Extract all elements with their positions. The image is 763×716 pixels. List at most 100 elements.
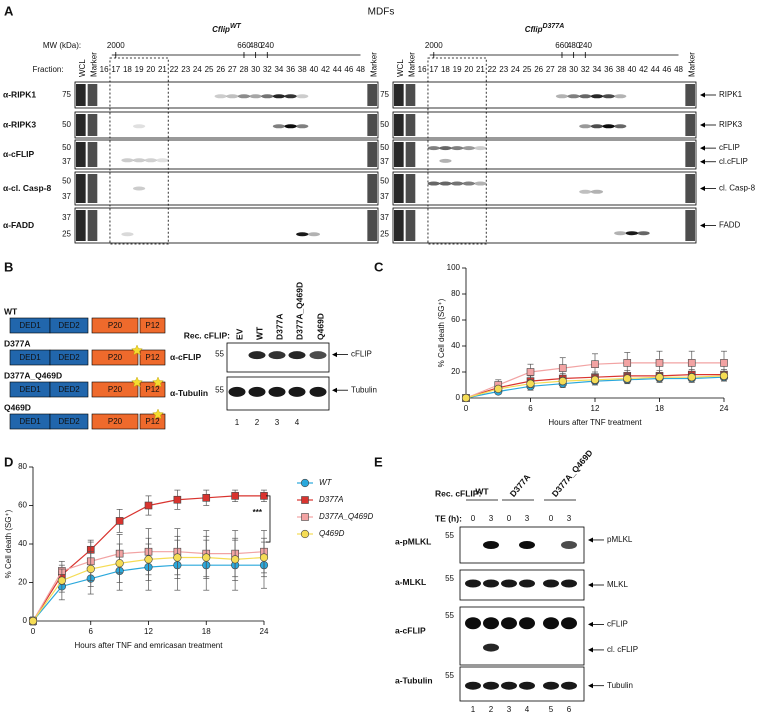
band <box>132 158 146 163</box>
fraction: 23 <box>499 65 508 74</box>
mutation-star <box>131 376 143 388</box>
panel-label: C <box>374 259 384 274</box>
point <box>144 501 153 510</box>
band <box>427 181 440 186</box>
marker-lane <box>76 174 86 203</box>
domain-label: P12 <box>145 385 160 394</box>
band <box>561 617 577 630</box>
band <box>132 124 146 129</box>
point <box>526 368 535 376</box>
mutation-star <box>152 408 164 420</box>
domain <box>139 349 166 366</box>
marker-lane <box>685 210 695 241</box>
fraction: 44 <box>651 65 660 74</box>
band <box>309 386 327 397</box>
band <box>567 94 580 99</box>
domain <box>139 317 166 334</box>
band <box>121 158 134 163</box>
domain <box>139 413 166 430</box>
lane-number: 2 <box>489 705 494 714</box>
lane-number: 1 <box>235 418 240 427</box>
fraction: 16 <box>418 65 427 74</box>
marker-lane <box>76 114 86 136</box>
mw-marker: 2000 <box>425 41 443 50</box>
marker-lane <box>685 174 695 203</box>
lane-label: EV <box>234 328 244 340</box>
lane-label: Marker <box>369 52 378 77</box>
x-tick-label: 18 <box>655 404 664 413</box>
annotation: *** <box>253 508 263 517</box>
domain <box>49 381 89 398</box>
domain-label: P12 <box>145 353 160 362</box>
band <box>284 94 297 99</box>
point <box>231 555 240 564</box>
band <box>144 158 157 163</box>
lane-label: WCL <box>396 59 405 77</box>
band <box>450 146 464 151</box>
blot <box>392 111 697 139</box>
mw-label: 75 <box>62 90 71 99</box>
marker-lane <box>394 174 404 203</box>
domain-label: P12 <box>145 417 160 426</box>
band <box>519 681 535 690</box>
band <box>483 617 499 630</box>
fraction: 27 <box>546 65 555 74</box>
band <box>272 94 286 99</box>
legend-label: D377A <box>319 495 343 504</box>
time-value: 3 <box>525 514 530 523</box>
point <box>115 517 124 525</box>
domain <box>91 317 139 334</box>
marker-lane <box>405 84 416 106</box>
domain-label: P20 <box>108 321 123 330</box>
target-label: RIPK1 <box>719 90 743 99</box>
band <box>561 681 577 690</box>
fraction: 48 <box>674 65 683 74</box>
lane-number: 3 <box>275 418 280 427</box>
fraction: 24 <box>511 65 520 74</box>
target-label: cFLIP <box>719 143 740 152</box>
point <box>173 495 182 504</box>
domain <box>91 381 139 398</box>
marker-lane <box>87 114 98 136</box>
fraction: 27 <box>228 65 237 74</box>
mw-marker: 2000 <box>107 41 125 50</box>
blot <box>74 171 379 206</box>
fraction: 36 <box>286 65 295 74</box>
lane-number: 3 <box>507 705 512 714</box>
fraction: 34 <box>274 65 283 74</box>
construct-label: WT <box>4 306 18 316</box>
lane-label: Marker <box>90 52 99 77</box>
band <box>637 231 650 236</box>
y-tick-label: 0 <box>23 616 28 625</box>
gel-title: CflipWT <box>212 23 241 34</box>
arrow-head <box>700 186 705 191</box>
band <box>121 232 134 237</box>
gene: Cflip <box>525 25 543 34</box>
marker-lane <box>87 210 98 241</box>
band <box>474 146 487 151</box>
antibody-label: α-cFLIP <box>170 352 202 362</box>
construct-label: Q469D <box>4 402 31 412</box>
band <box>228 386 246 397</box>
mw-label: 37 <box>380 157 389 166</box>
band <box>307 232 321 237</box>
arrow-head <box>588 621 593 627</box>
lane-label: Q469D <box>315 313 325 340</box>
antibody-label: a-pMLKL <box>395 536 431 546</box>
mw-label: MW (kDa): <box>43 41 81 50</box>
fraction: 26 <box>534 65 543 74</box>
arrow-head <box>700 223 705 228</box>
time-label: TE (h): <box>435 513 462 523</box>
mw-label: 37 <box>62 157 71 166</box>
blot <box>459 606 585 666</box>
fraction: 38 <box>616 65 625 74</box>
marker-lane <box>394 114 404 136</box>
mw-marker: 480 <box>249 41 263 50</box>
x-tick-label: 0 <box>31 627 36 636</box>
band <box>519 579 535 588</box>
lane-number: 4 <box>525 705 530 714</box>
allele: WT <box>230 23 242 30</box>
marker-lane <box>394 210 404 241</box>
x-tick-label: 24 <box>260 627 269 636</box>
fraction: 34 <box>592 65 601 74</box>
